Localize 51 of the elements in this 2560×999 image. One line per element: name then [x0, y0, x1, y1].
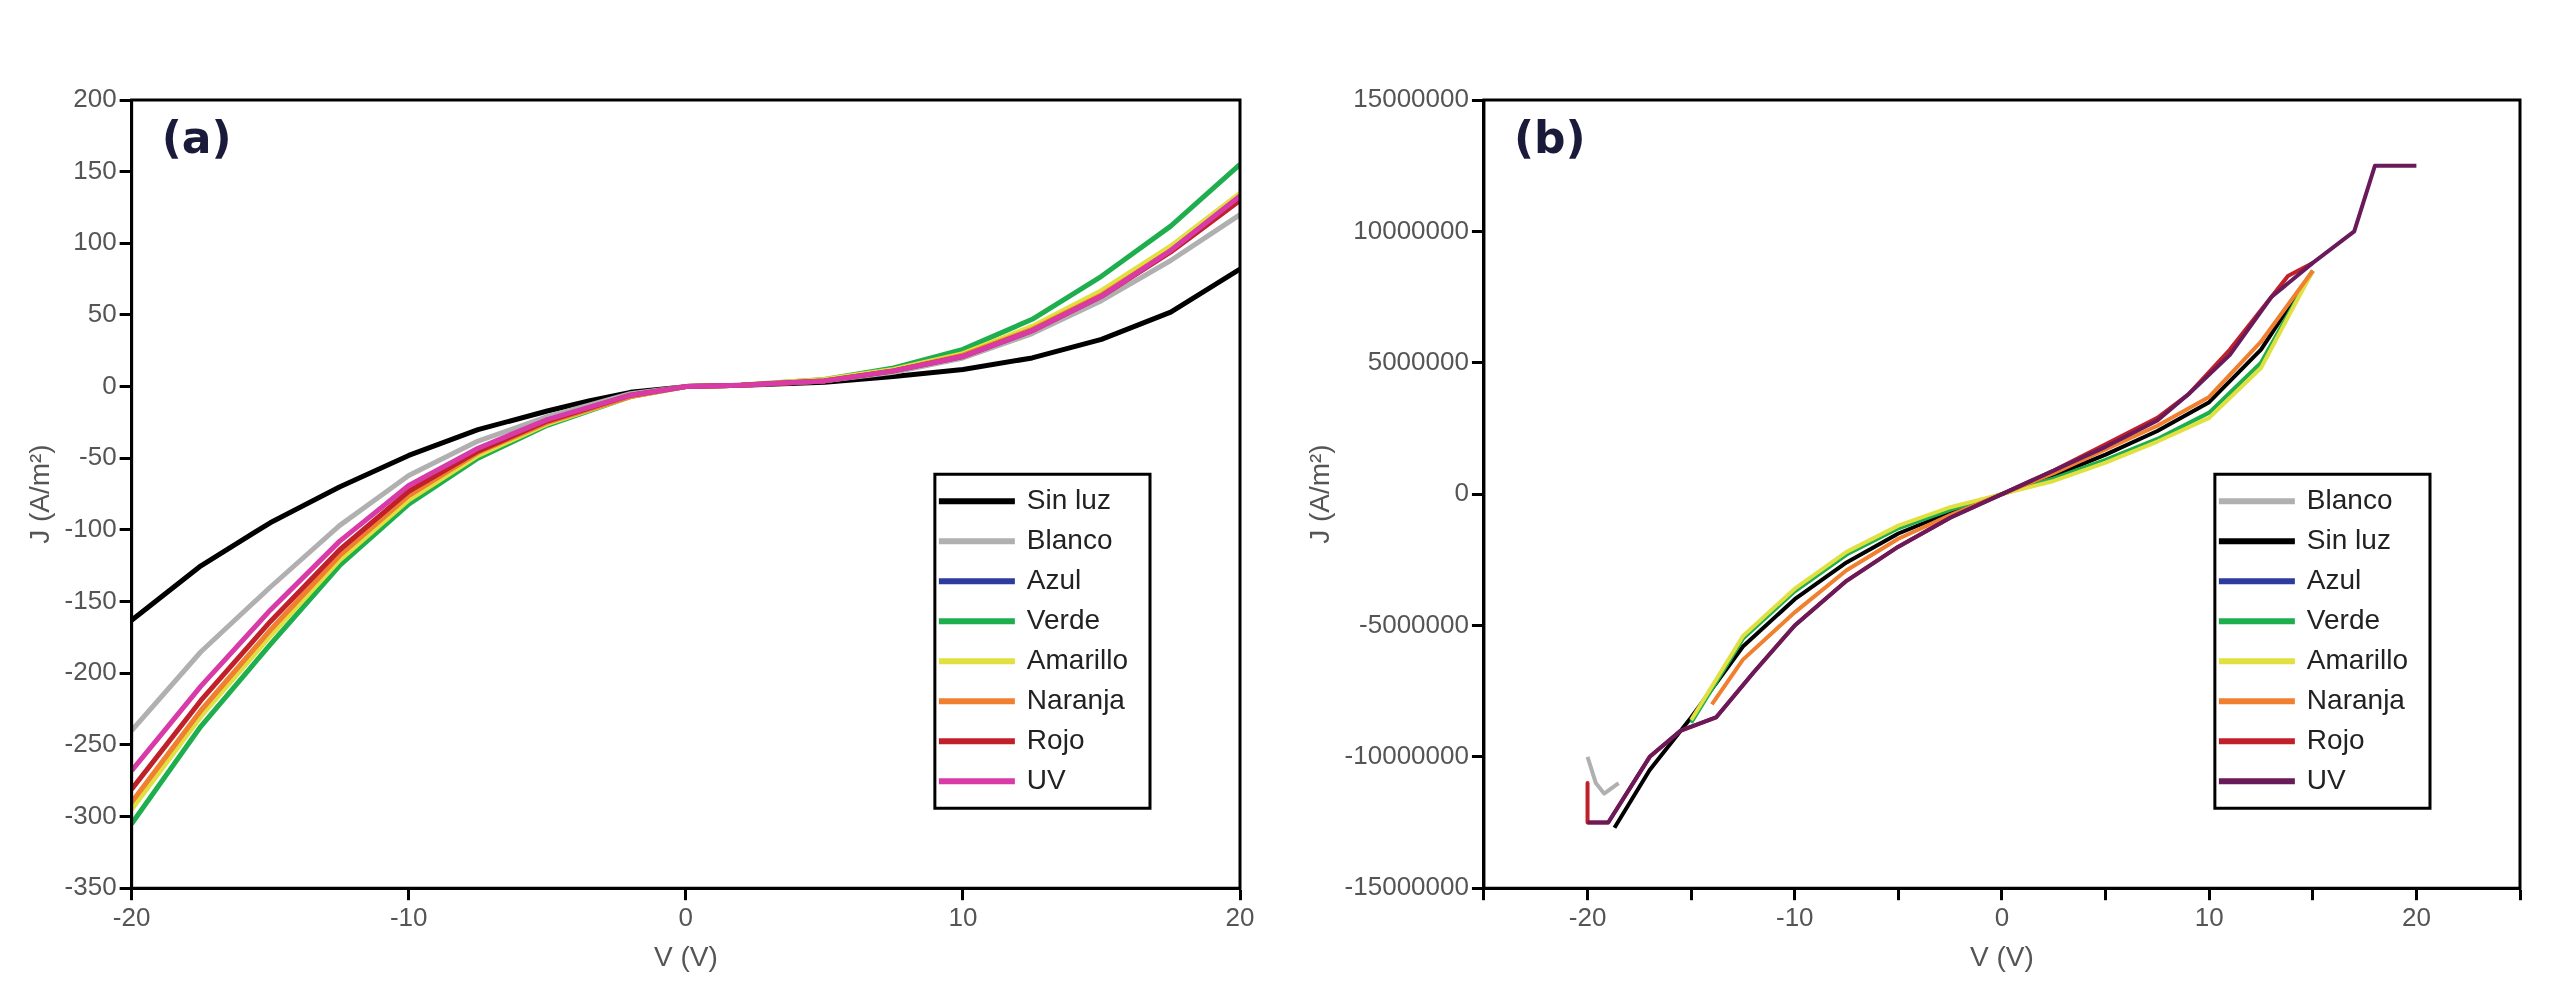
y-tick-label: 15000000: [1353, 83, 1469, 114]
y-tick-label: -250: [64, 728, 117, 759]
y-tick-label: 100: [73, 226, 117, 257]
y-tick-label: 150: [73, 154, 117, 185]
y-tick-label: -350: [64, 871, 117, 902]
legend-label: Naranja: [2306, 683, 2406, 715]
y-tick-label: 200: [73, 83, 117, 114]
y-tick-label: -200: [64, 656, 117, 687]
x-tick-label: 20: [2401, 901, 2431, 932]
legend-label: UV: [1026, 763, 1067, 795]
legend-label: Rojo: [1026, 723, 1085, 755]
y-tick-label: 0: [102, 369, 117, 400]
y-axis-title: J (A/m²): [23, 444, 55, 544]
x-tick-label: -20: [112, 901, 151, 932]
chart-title: (a): [161, 112, 232, 164]
x-axis-title: V (V): [1970, 940, 2034, 972]
x-tick-label: 10: [948, 901, 978, 932]
y-tick-label: -300: [64, 799, 117, 830]
y-tick-label: -5000000: [1359, 608, 1469, 639]
x-tick-label: -10: [1775, 901, 1814, 932]
y-tick-label: -50: [79, 441, 117, 472]
legend-label: Verde: [2306, 603, 2381, 635]
y-tick-label: 50: [87, 298, 117, 329]
y-tick-label: 0: [1454, 477, 1469, 508]
legend-label: UV: [2306, 763, 2347, 795]
x-tick-label: -20: [1568, 901, 1607, 932]
legend-label: Blanco: [2306, 483, 2393, 515]
legend-label: Sin luz: [2306, 523, 2391, 555]
legend-label: Verde: [1026, 603, 1101, 635]
legend-label: Azul: [1026, 563, 1082, 595]
y-tick-label: -10000000: [1344, 740, 1469, 771]
legend-label: Amarillo: [2306, 643, 2409, 675]
y-tick-label: -15000000: [1344, 871, 1469, 902]
y-tick-label: -100: [64, 513, 117, 544]
x-axis-title: V (V): [653, 940, 718, 972]
x-tick-label: -10: [389, 901, 428, 932]
y-axis-title: J (A/m²): [1303, 444, 1335, 544]
legend-label: Sin luz: [1026, 483, 1111, 515]
legend-label: Amarillo: [1026, 643, 1129, 675]
y-tick-label: 5000000: [1367, 345, 1469, 376]
x-tick-label: 0: [678, 901, 694, 932]
legend-label: Blanco: [1026, 523, 1113, 555]
legend-label: Rojo: [2306, 723, 2365, 755]
x-tick-label: 20: [1225, 901, 1255, 932]
legend-label: Naranja: [1026, 683, 1126, 715]
chart-title: (b): [1513, 112, 1586, 164]
x-tick-label: 0: [1994, 901, 2010, 932]
y-tick-label: -150: [64, 584, 117, 615]
x-tick-label: 10: [2194, 901, 2224, 932]
legend-label: Azul: [2306, 563, 2362, 595]
y-tick-label: 10000000: [1353, 214, 1469, 245]
